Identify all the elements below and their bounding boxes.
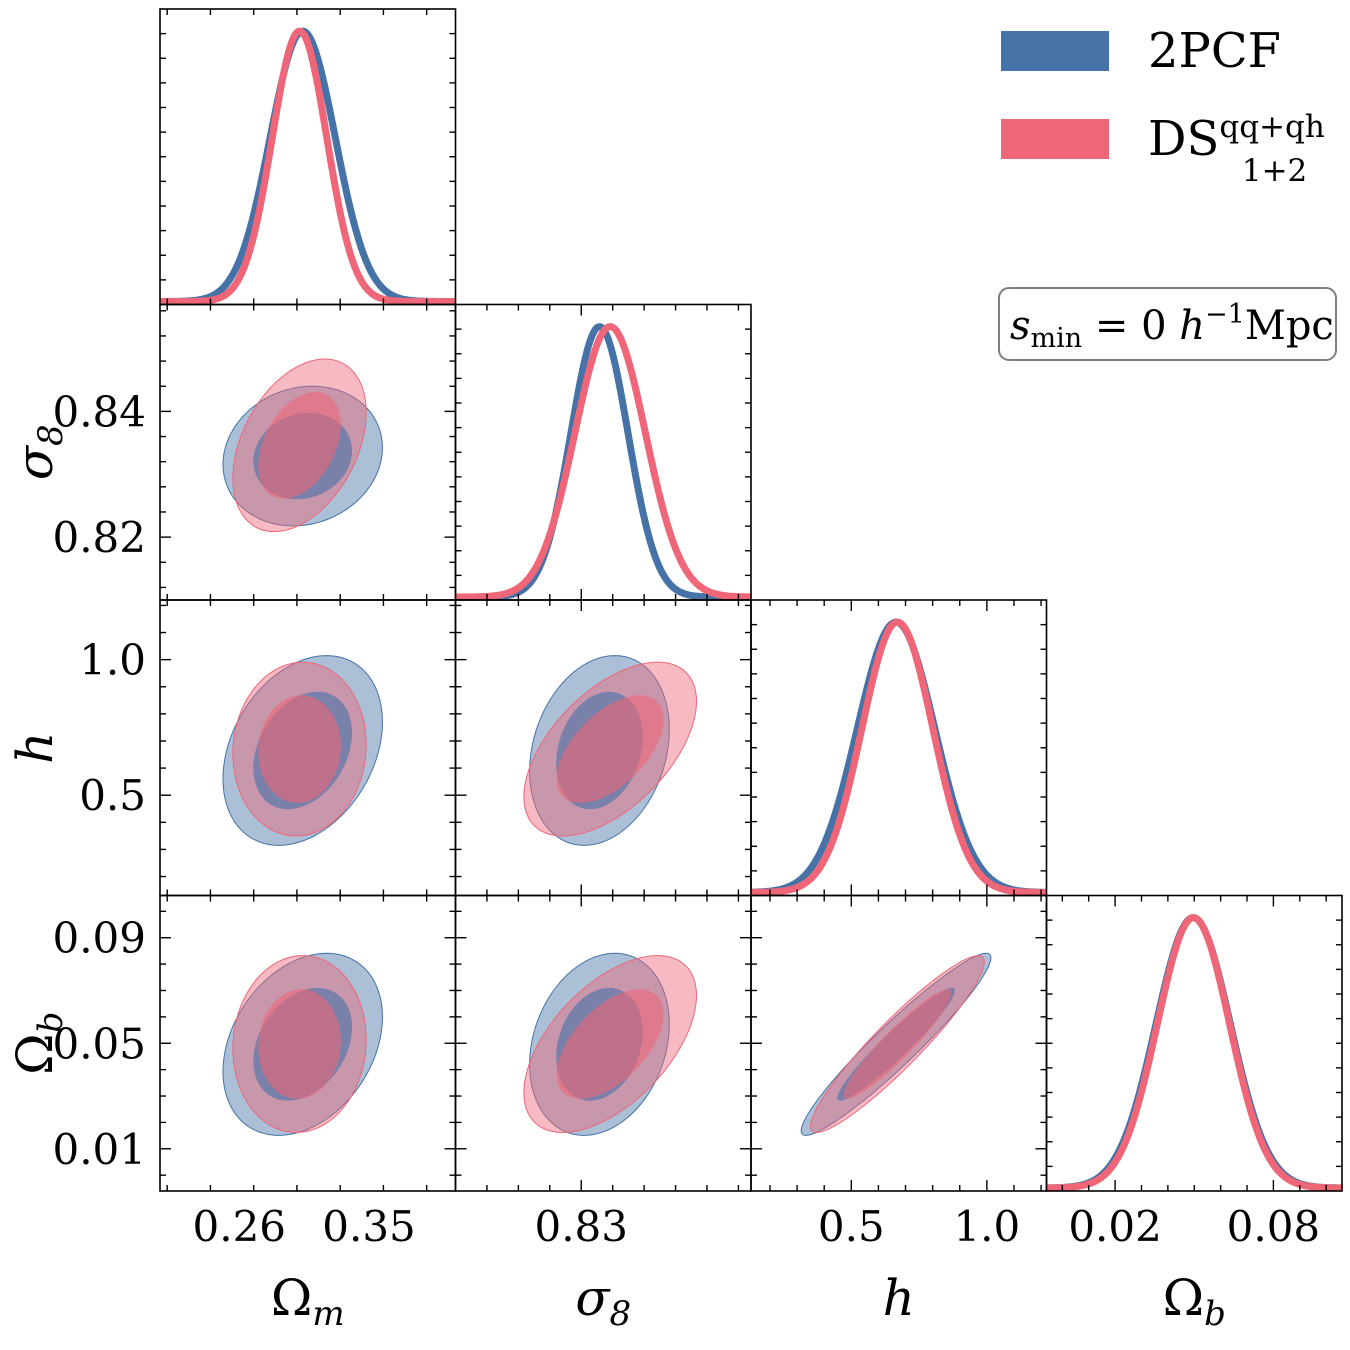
panel-content [1046,914,1342,1191]
contour68-s8-Ob-series-1 [556,989,664,1099]
x-axis-label-Ob: Ωb [1163,1269,1226,1334]
panel-frame [1045,894,1343,1192]
panel-Om-vs-h [159,599,457,897]
panel-s8-vs-h [454,599,752,897]
annotation-text: smin = 0 h−1Mpc [1010,299,1334,354]
x-tick-label-h: 1.0 [953,1202,1020,1251]
panel-Om-vs-Ob [159,894,457,1192]
x-axis-label-Om: Ωm [271,1269,345,1334]
marginal-Ob-series-0 [1046,914,1342,1191]
y-axis-label-Ob: Ωb [6,1012,71,1075]
panel-frame [454,303,752,601]
legend-label-1: DSqq+qh 1+2 [1148,109,1325,189]
contour68-h-Ob-series-1 [843,989,952,1099]
x-tick-label-Om: 0.26 [193,1202,287,1251]
x-tick-label-Ob: 0.02 [1068,1202,1162,1251]
x-tick-label-s8: 0.83 [534,1202,628,1251]
x-tick-label-Om: 0.35 [322,1202,416,1251]
panel-content [800,952,992,1136]
panel-Om-vs-s8 [159,303,457,601]
contour68-s8-h-series-1 [556,695,664,803]
y-tick-label-Ob: 0.05 [52,1019,146,1068]
panel-content [455,323,751,600]
legend-label-0: 2PCF [1148,23,1281,79]
panel-content [751,618,1047,896]
panel-h-vs-Ob [750,894,1048,1192]
x-axis-label-h: h [883,1269,915,1327]
legend-swatch-1 [1001,119,1109,159]
x-axis-label-s8: σ8 [575,1269,631,1334]
panel-content [222,358,383,533]
y-tick-label-h: 1.0 [79,636,146,685]
panel-s8 [454,303,752,601]
contour68-Om-h-series-1 [258,695,341,803]
panel-Ob [1045,894,1343,1192]
y-tick-label-Ob: 0.09 [52,914,146,963]
marginal-Ob-series-1 [1046,914,1342,1191]
annotation-frame [998,287,1337,361]
marginal-Om-series-1 [160,27,456,305]
y-tick-label-s8: 0.84 [52,387,146,436]
legend: 2PCF DSqq+qh 1+2 [1001,23,1325,189]
y-axis-label-h: h [6,732,64,764]
panel-s8-vs-Ob [454,894,752,1192]
legend-swatch-0 [1001,31,1109,71]
marginal-s8-series-1 [455,323,751,600]
panel-frame [750,599,1048,897]
contour68-Om-Ob-series-1 [258,989,341,1099]
contour68-Om-s8-series-1 [258,391,341,499]
x-tick-label-h: 0.5 [818,1202,885,1251]
panel-content [523,952,697,1136]
panel-content [222,655,383,846]
panel-content [222,952,383,1136]
y-tick-label-h: 0.5 [79,771,146,820]
marginal-Om-series-0 [160,27,456,305]
marginal-h-series-1 [751,618,1047,896]
panel-content [160,27,456,305]
x-tick-label-Ob: 0.08 [1227,1202,1321,1251]
marginal-h-series-0 [751,618,1047,896]
y-axis-label-s8: σ8 [6,424,71,480]
panel-h [750,599,1048,897]
y-tick-label-s8: 0.82 [52,513,146,562]
annotation-box: smin = 0 h−1Mpc [998,287,1337,361]
panel-Om [159,8,457,306]
panel-content [523,655,698,846]
y-tick-label-Ob: 0.01 [52,1125,146,1174]
marginal-s8-series-0 [455,323,751,600]
